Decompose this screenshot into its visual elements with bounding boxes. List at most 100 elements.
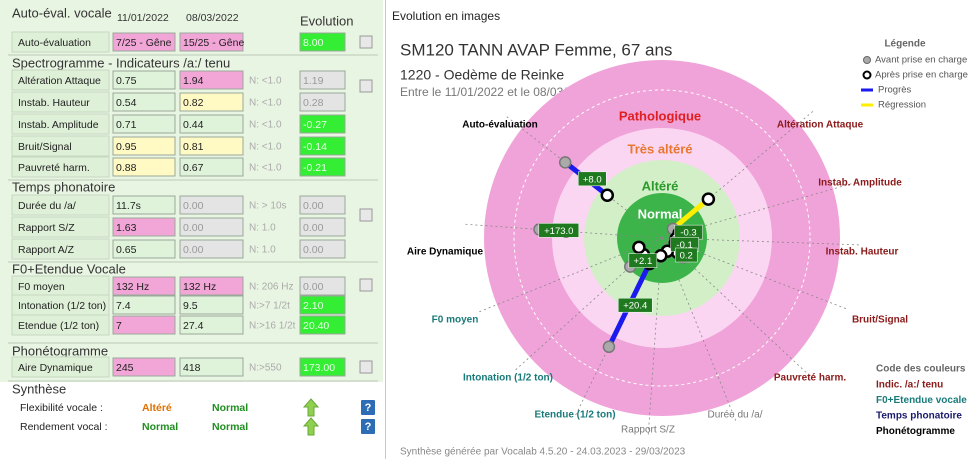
value-field xyxy=(112,195,176,215)
axis-line xyxy=(661,237,738,424)
value-text: 0.00 xyxy=(183,244,204,256)
zone-ring xyxy=(513,89,811,387)
change-box xyxy=(617,297,653,313)
value-field xyxy=(112,70,176,90)
value-field xyxy=(179,276,244,296)
legend-after: Après prise en charge xyxy=(875,70,968,81)
value-field xyxy=(179,114,244,134)
value-text: 15/25 - Gêne xyxy=(183,37,244,49)
row-label: Rapport S/Z xyxy=(18,222,75,234)
section-title: F0+Etendue Vocale xyxy=(12,261,126,276)
axis-line xyxy=(661,182,855,239)
help-icon[interactable]: ? xyxy=(365,402,372,414)
change-box xyxy=(674,247,698,263)
norm: N: <1.0 xyxy=(249,98,282,109)
details-button[interactable] xyxy=(359,360,373,374)
row-label: Etendue (1/2 ton) xyxy=(18,320,99,332)
change-box xyxy=(538,223,580,238)
change-label: -0.3 xyxy=(680,228,696,239)
row-label: Rapport A/Z xyxy=(18,244,75,256)
value-field xyxy=(179,195,244,215)
row-label-box xyxy=(11,194,110,216)
color-code-item: Phonétogramme xyxy=(876,426,955,437)
change-label: +8.0 xyxy=(583,174,602,185)
row-label: Durée du /a/ xyxy=(18,200,76,212)
value-text: 7.4 xyxy=(116,300,131,312)
value-text: 0.44 xyxy=(183,119,204,131)
value-field xyxy=(299,157,346,177)
value-field xyxy=(299,32,346,52)
value-text: -0.21 xyxy=(303,162,327,174)
axis-label: Rapport S/Z xyxy=(621,425,675,436)
diagnosis: 1220 - Oedème de Reinke xyxy=(400,67,564,83)
value-field xyxy=(112,295,176,315)
axis-label: Aire Dynamique xyxy=(407,247,484,258)
legend-title: Légende xyxy=(884,39,926,50)
row-label-box xyxy=(11,156,110,178)
details-button[interactable] xyxy=(359,208,373,222)
details-button[interactable] xyxy=(359,35,373,49)
row-label-box xyxy=(11,91,110,113)
value-field xyxy=(179,92,244,112)
column-header: Evolution xyxy=(300,13,353,28)
after-point xyxy=(632,240,646,255)
value-text: 7/25 - Gêne xyxy=(116,37,172,49)
help-button[interactable] xyxy=(361,419,375,434)
value-text: 0.28 xyxy=(303,97,324,109)
norm: N:>550 xyxy=(249,363,282,374)
help-button[interactable] xyxy=(361,400,375,415)
value-text: 27.4 xyxy=(183,320,204,332)
details-button[interactable] xyxy=(359,79,373,93)
patient-title: SM120 TANN AVAP Femme, 67 ans xyxy=(400,40,672,59)
value-field xyxy=(299,315,346,335)
help-icon[interactable]: ? xyxy=(365,421,372,433)
panel-title: Evolution en images xyxy=(392,9,500,23)
synthesis-before: Normal xyxy=(142,421,178,433)
change-label: +2.1 xyxy=(633,256,652,267)
axis-label: F0 moyen xyxy=(432,315,479,326)
row-label-box xyxy=(11,356,110,378)
value-field xyxy=(112,239,176,259)
value-text: 0.00 xyxy=(183,222,204,234)
value-field xyxy=(299,114,346,134)
synthesis-after: Normal xyxy=(212,402,248,414)
axis-line xyxy=(513,237,663,373)
row-label: Bruit/Signal xyxy=(18,141,72,153)
value-field xyxy=(112,92,176,112)
value-field xyxy=(179,70,244,90)
value-text: 0.65 xyxy=(116,244,137,256)
row-label-box xyxy=(11,135,110,157)
trend-arrow xyxy=(302,417,320,436)
value-field xyxy=(179,32,244,52)
row-label: Instab. Hauteur xyxy=(18,97,90,109)
axis-label: Instab. Hauteur xyxy=(826,247,899,258)
row-label: F0 moyen xyxy=(18,281,65,293)
row-label: Pauvreté harm. xyxy=(18,162,90,174)
value-text: 0.00 xyxy=(303,244,324,256)
after-point xyxy=(701,192,716,206)
value-text: 0.00 xyxy=(303,222,324,234)
row-label-box xyxy=(11,31,110,53)
before-point xyxy=(558,156,572,169)
value-text: -0.27 xyxy=(303,119,327,131)
value-text: 418 xyxy=(183,362,201,374)
change-label: +20.4 xyxy=(623,301,647,312)
axis-line xyxy=(661,237,809,375)
value-field xyxy=(179,239,244,259)
value-field xyxy=(112,276,176,296)
axis-label: Bruit/Signal xyxy=(852,315,908,326)
change-box xyxy=(578,171,607,187)
synthesis-panel xyxy=(0,382,383,459)
value-field xyxy=(179,295,244,315)
period: Entre le 11/01/2022 et le 08/03/2023 xyxy=(400,85,594,99)
row-label-box xyxy=(11,216,110,238)
evolution-line xyxy=(671,197,710,231)
row-label-box xyxy=(11,69,110,91)
value-text: 0.75 xyxy=(116,75,137,87)
value-text: 0.00 xyxy=(303,281,324,293)
change-label: -0.1 xyxy=(676,240,692,251)
axis-label: Durée du /a/ xyxy=(707,410,762,421)
value-field xyxy=(299,276,346,296)
details-button[interactable] xyxy=(359,278,373,292)
row-label-box xyxy=(11,238,110,260)
